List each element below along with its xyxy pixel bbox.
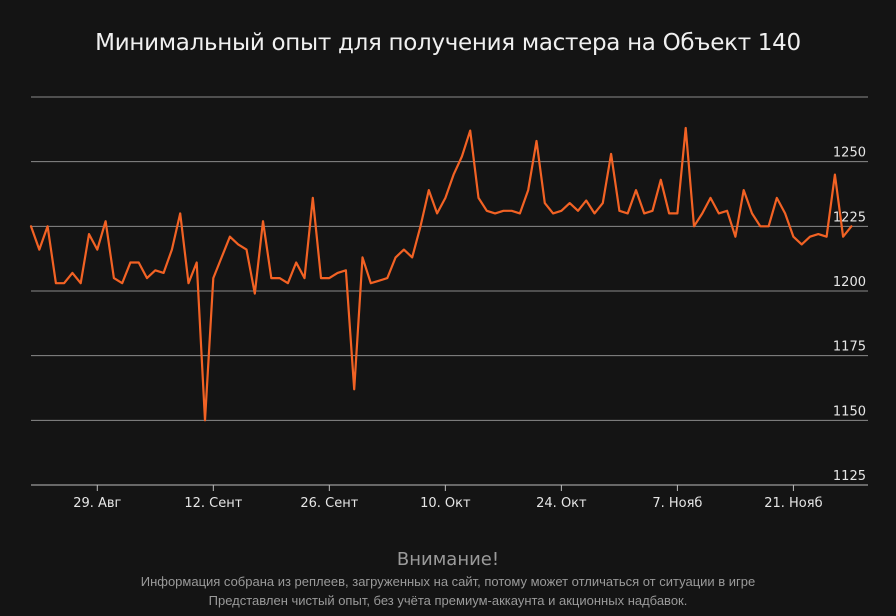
x-tick-label: 24. Окт [536, 496, 587, 511]
notice-line-2: Представлен чистый опыт, без учёта преми… [208, 593, 688, 608]
x-tick-label: 10. Окт [420, 496, 471, 511]
series-layer [29, 126, 853, 422]
y-tick-label: 1225 [833, 210, 866, 225]
notice-title: Внимание! [396, 549, 500, 570]
x-tick-label: 29. Авг [73, 496, 121, 511]
y-tick-labels: 1125 1150 1175 1200 1225 1250 [833, 146, 866, 484]
x-tick-label: 7. Нояб [652, 496, 702, 511]
gridlines [31, 96, 868, 486]
y-tick-label: 1125 [833, 469, 866, 484]
x-tick-label: 12. Сент [184, 496, 242, 511]
notice-line-1: Информация собрана из реплеев, загруженн… [140, 574, 756, 589]
y-tick-label: 1200 [833, 275, 866, 290]
x-tick-label: 26. Сент [300, 496, 358, 511]
y-tick-label: 1150 [833, 404, 866, 419]
y-tick-label: 1175 [833, 340, 866, 355]
chart-title: Минимальный опыт для получения мастера н… [95, 30, 801, 56]
x-tick-label: 21. Нояб [764, 496, 822, 511]
y-tick-label: 1250 [833, 146, 866, 161]
x-tick-labels: 29. Авг 12. Сент 26. Сент 10. Окт 24. Окт 7. … [73, 485, 823, 511]
series-line [29, 126, 853, 422]
